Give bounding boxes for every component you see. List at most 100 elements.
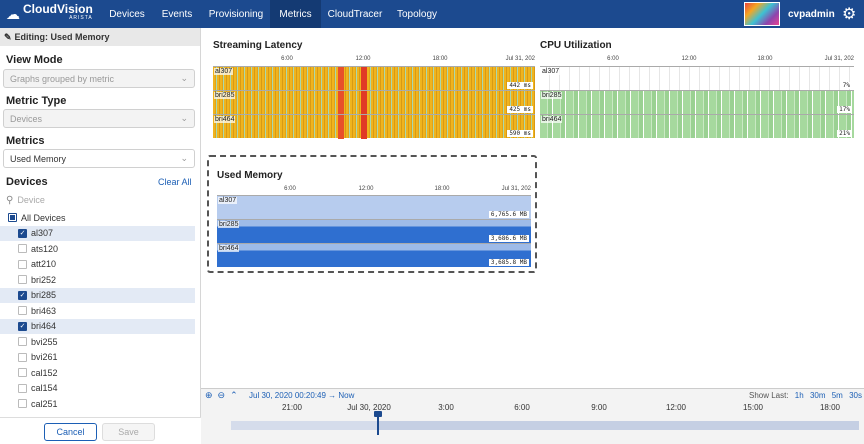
device-row[interactable]: bvi255 (0, 334, 195, 350)
timeline-tick: 21:00 (281, 403, 303, 412)
all-devices-row[interactable]: All Devices (0, 210, 195, 226)
lane-label: bri464 (218, 245, 240, 252)
streaming-latency-card[interactable]: Streaming Latency 6:00 12:00 18:00 Jul 3… (213, 40, 535, 150)
device-row[interactable]: att210 (0, 257, 195, 273)
logo-sub: ARISTA (69, 15, 93, 21)
device-row[interactable]: cal304 (0, 412, 195, 415)
metrics-select[interactable]: Used Memory ⌄ (3, 149, 195, 168)
nav-cloudtracer[interactable]: CloudTracer (327, 8, 383, 20)
metric-type-select[interactable]: Devices ⌄ (3, 109, 195, 128)
lane-label: bri464 (214, 116, 236, 123)
gear-icon[interactable]: ⚙ (842, 6, 857, 23)
latency-lane[interactable]: bri464 590 ms (213, 114, 535, 139)
device-checkbox[interactable] (18, 352, 27, 362)
show-last-label: Show Last: (748, 391, 789, 400)
latency-lane[interactable]: bri285 425 ms (213, 90, 535, 115)
used-memory-card[interactable]: Used Memory 6:00 12:00 18:00 Jul 31, 202… (207, 155, 537, 273)
device-name: cal152 (31, 367, 58, 378)
device-checkbox[interactable] (18, 244, 27, 254)
device-search-input[interactable]: ⚲ Device (6, 193, 194, 207)
device-row[interactable]: ✓ al307 (0, 225, 195, 241)
preset-30s[interactable]: 30s (849, 391, 862, 400)
cpu-lane[interactable]: bri285 17% (540, 90, 854, 114)
timeline-cursor[interactable] (377, 413, 379, 435)
device-row[interactable]: bvi261 (0, 350, 195, 366)
lane-label: bri285 (218, 221, 240, 228)
device-name: att210 (31, 259, 57, 270)
axis-tick: 18:00 (434, 186, 450, 192)
axis-tick: 12:00 (355, 56, 371, 62)
zoom-out-icon[interactable]: ⊖ (217, 390, 226, 400)
device-search-placeholder: Device (17, 195, 45, 205)
lane-value: 590 ms (507, 130, 533, 137)
cancel-button[interactable]: Cancel (44, 423, 97, 441)
nav-devices[interactable]: Devices (109, 8, 145, 20)
lane-label: bri464 (541, 116, 563, 123)
preset-5m[interactable]: 5m (831, 391, 843, 400)
device-row[interactable]: ✓ bri285 (0, 287, 195, 303)
axis-tick: 6:00 (281, 56, 293, 62)
preset-30m[interactable]: 30m (809, 391, 826, 400)
device-checkbox[interactable] (18, 259, 27, 269)
memory-lane[interactable]: bri285 3,686.6 MB (217, 219, 531, 243)
device-row[interactable]: bri252 (0, 272, 195, 288)
cpu-lane[interactable]: al307 7% (540, 66, 854, 90)
timeline-selection[interactable] (379, 421, 859, 430)
device-list: All Devices ✓ al307 ats120 att210 bri252 … (0, 210, 195, 415)
axis-tick: Jul 31, 202 (824, 56, 854, 62)
metric-type-value: Devices (10, 113, 43, 124)
metrics-editor-sidebar: ✎ Editing: Used Memory View Mode Graphs … (0, 28, 201, 444)
card-title: Streaming Latency (213, 40, 303, 51)
chevron-up-icon[interactable]: ⌃ (230, 390, 238, 400)
device-checkbox[interactable] (18, 399, 27, 409)
device-checkbox[interactable]: ✓ (18, 290, 27, 300)
device-row[interactable]: ats120 (0, 241, 195, 257)
logo-name: CloudVision (23, 2, 93, 16)
device-row[interactable]: cal251 (0, 396, 195, 412)
timeline-tick: 3:00 (438, 403, 454, 412)
device-checkbox[interactable] (18, 368, 27, 378)
save-button[interactable]: Save (102, 423, 155, 441)
nav-events[interactable]: Events (161, 8, 193, 20)
axis-tick: 12:00 (358, 186, 374, 192)
top-nav-bar: ☁ CloudVision ARISTA Devices Events Prov… (0, 0, 864, 28)
timeline-panel: ⊕ ⊖ ⌃ Jul 30, 2020 00:20:49 → Now Show L… (201, 388, 864, 444)
latency-lane[interactable]: al307 442 ms (213, 66, 535, 91)
device-checkbox[interactable] (18, 306, 27, 316)
all-devices-checkbox[interactable] (8, 213, 17, 223)
nav-metrics[interactable]: Metrics (270, 0, 321, 28)
device-row[interactable]: cal152 (0, 365, 195, 381)
device-checkbox[interactable] (18, 337, 27, 347)
cpu-utilization-card[interactable]: CPU Utilization 6:00 12:00 18:00 Jul 31,… (540, 40, 854, 150)
preset-1h[interactable]: 1h (794, 391, 804, 400)
timeline-tools: ⊕ ⊖ ⌃ (205, 390, 243, 401)
user-menu[interactable]: cvpadmin (744, 2, 835, 26)
device-name: bri252 (31, 274, 57, 285)
time-axis: 6:00 12:00 18:00 Jul 31, 202 (540, 56, 854, 64)
cloudvision-logo[interactable]: ☁ CloudVision ARISTA (0, 0, 102, 28)
clear-all-link[interactable]: Clear All (158, 177, 192, 187)
device-row[interactable]: bri463 (0, 303, 195, 319)
device-row[interactable]: cal154 (0, 381, 195, 397)
device-row[interactable]: ✓ bri464 (0, 318, 195, 334)
device-checkbox[interactable]: ✓ (18, 228, 27, 238)
lane-value: 7% (840, 82, 852, 89)
editing-header: ✎ Editing: Used Memory (0, 28, 200, 46)
timeline-drag-handle[interactable] (374, 411, 382, 417)
memory-lane[interactable]: bri464 3,685.8 MB (217, 243, 531, 267)
timeline-tick: 9:00 (591, 403, 607, 412)
view-mode-heading: View Mode (6, 54, 63, 66)
device-name: al307 (31, 228, 54, 239)
lane-value: 3,685.8 MB (488, 259, 529, 266)
view-mode-select[interactable]: Graphs grouped by metric ⌄ (3, 69, 195, 88)
cpu-lane[interactable]: bri464 21% (540, 114, 854, 138)
metric-type-heading: Metric Type (6, 95, 67, 107)
device-checkbox[interactable] (18, 275, 27, 285)
device-name: bri464 (31, 321, 57, 332)
memory-lane[interactable]: al307 6,765.6 MB (217, 195, 531, 219)
zoom-in-icon[interactable]: ⊕ (205, 390, 213, 400)
nav-provisioning[interactable]: Provisioning (208, 8, 264, 20)
device-checkbox[interactable] (18, 383, 27, 393)
nav-topology[interactable]: Topology (396, 8, 438, 20)
device-checkbox[interactable]: ✓ (18, 321, 27, 331)
